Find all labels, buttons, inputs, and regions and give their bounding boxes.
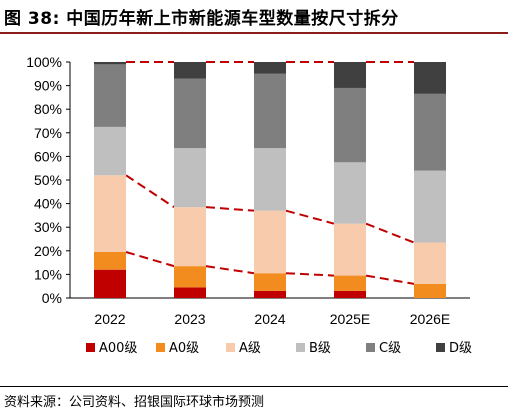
y-tick-label: 60% <box>34 148 62 164</box>
bar-segment <box>174 266 206 288</box>
bar-segment <box>254 210 286 274</box>
bar-segment <box>174 148 206 208</box>
connector-a-top <box>285 209 335 225</box>
y-tick-label: 0% <box>42 290 62 306</box>
legend-label: A0级 <box>169 341 199 356</box>
legend-swatch <box>226 343 235 352</box>
bar-segment <box>174 78 206 149</box>
legend-swatch <box>156 343 165 352</box>
x-tick-label: 2024 <box>254 311 285 327</box>
y-tick-label: 40% <box>34 196 62 212</box>
bar-segment <box>94 62 126 65</box>
bar-segment <box>334 62 366 88</box>
bar-segment <box>254 148 286 211</box>
y-tick-label: 100% <box>26 54 62 70</box>
connector-a0-top <box>205 265 255 275</box>
bar-segment <box>94 64 126 127</box>
bar-segment <box>414 93 446 171</box>
legend-swatch <box>86 343 95 352</box>
bar-segment <box>414 242 446 284</box>
x-axis-labels: 2022 2023 2024 2025E 2026E <box>94 311 450 327</box>
legend-label: B级 <box>309 341 331 356</box>
connector-a-top <box>125 174 175 208</box>
legend-label: C级 <box>379 341 401 356</box>
bar-segment <box>414 62 446 94</box>
connector-a0-top <box>125 251 175 268</box>
bar-stacks <box>94 62 446 298</box>
legend-label: A00级 <box>99 341 137 356</box>
bar-segment <box>334 275 366 291</box>
bar-segment <box>334 223 366 276</box>
connector-a-top <box>365 222 415 244</box>
x-tick-label: 2026E <box>410 311 450 327</box>
bar-segment <box>94 175 126 252</box>
connector-a-top <box>205 206 255 212</box>
connector-a0-top <box>365 274 415 285</box>
legend-label: A级 <box>239 341 261 356</box>
source-divider <box>0 386 508 387</box>
y-tick-label: 50% <box>34 172 62 188</box>
bar-segment <box>254 62 286 74</box>
legend-label: D级 <box>449 341 472 356</box>
y-tick-label: 70% <box>34 125 62 141</box>
title-divider <box>0 32 508 34</box>
bar-segment <box>94 269 126 298</box>
y-tick-label: 30% <box>34 219 62 235</box>
bar-segment <box>334 87 366 163</box>
stacked-bar-chart: 0%10%20%30%40%50%60%70%80%90%100% 2022 20… <box>26 54 472 356</box>
x-tick-label: 2025E <box>330 311 370 327</box>
x-tick-label: 2023 <box>174 311 205 327</box>
y-axis: 0% 10% 20% 30% 40% 50% 60% 70% 80% 90% 100% <box>26 54 470 306</box>
source-note: 资料来源：公司资料、招银国际环球市场预测 <box>4 395 265 410</box>
bar-segment <box>334 162 366 224</box>
bar-segment <box>254 73 286 149</box>
bar-segment <box>174 207 206 267</box>
bar-segment <box>174 287 206 298</box>
connector-a0-top <box>285 272 335 277</box>
bar-segment <box>94 251 126 270</box>
bar-segment <box>414 170 446 243</box>
y-tick-label: 20% <box>34 243 62 259</box>
bar-segment <box>174 62 206 79</box>
bar-segment <box>334 290 366 298</box>
legend-swatch <box>366 343 375 352</box>
y-tick-label: 90% <box>34 78 62 94</box>
legend: A00级 A0级 A级 B级 C级 D级 <box>86 341 472 356</box>
connector-lines <box>125 61 415 285</box>
bar-segment <box>414 283 446 298</box>
y-tick-label: 80% <box>34 101 62 117</box>
x-tick-label: 2022 <box>94 311 125 327</box>
figure-title: 图 38: 中国历年新上市新能源车型数量按尺寸拆分 <box>4 9 399 29</box>
bar-segment <box>254 273 286 291</box>
legend-swatch <box>436 343 445 352</box>
bar-segment <box>254 290 286 298</box>
y-tick-label: 10% <box>34 266 62 282</box>
bar-segment <box>94 126 126 176</box>
legend-swatch <box>296 343 305 352</box>
